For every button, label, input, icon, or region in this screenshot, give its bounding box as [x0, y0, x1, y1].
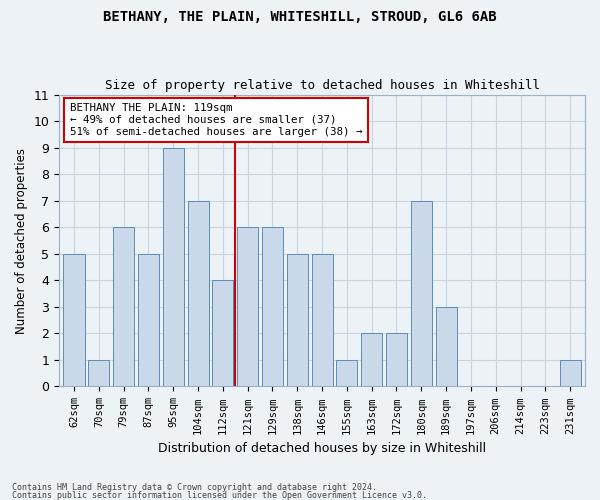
Text: BETHANY, THE PLAIN, WHITESHILL, STROUD, GL6 6AB: BETHANY, THE PLAIN, WHITESHILL, STROUD, … [103, 10, 497, 24]
X-axis label: Distribution of detached houses by size in Whiteshill: Distribution of detached houses by size … [158, 442, 486, 455]
Bar [411, 200, 432, 386]
Bar [337, 360, 358, 386]
Bar [88, 360, 109, 386]
Bar [113, 227, 134, 386]
Bar [386, 334, 407, 386]
Bar [287, 254, 308, 386]
Bar [262, 227, 283, 386]
Bar [64, 254, 85, 386]
Bar [237, 227, 258, 386]
Bar [138, 254, 159, 386]
Text: Contains public sector information licensed under the Open Government Licence v3: Contains public sector information licen… [12, 490, 427, 500]
Text: BETHANY THE PLAIN: 119sqm
← 49% of detached houses are smaller (37)
51% of semi-: BETHANY THE PLAIN: 119sqm ← 49% of detac… [70, 104, 362, 136]
Y-axis label: Number of detached properties: Number of detached properties [15, 148, 28, 334]
Bar [436, 307, 457, 386]
Bar [560, 360, 581, 386]
Bar [188, 200, 209, 386]
Bar [212, 280, 233, 386]
Bar [163, 148, 184, 386]
Text: Contains HM Land Registry data © Crown copyright and database right 2024.: Contains HM Land Registry data © Crown c… [12, 484, 377, 492]
Bar [311, 254, 332, 386]
Bar [361, 334, 382, 386]
Title: Size of property relative to detached houses in Whiteshill: Size of property relative to detached ho… [104, 79, 539, 92]
